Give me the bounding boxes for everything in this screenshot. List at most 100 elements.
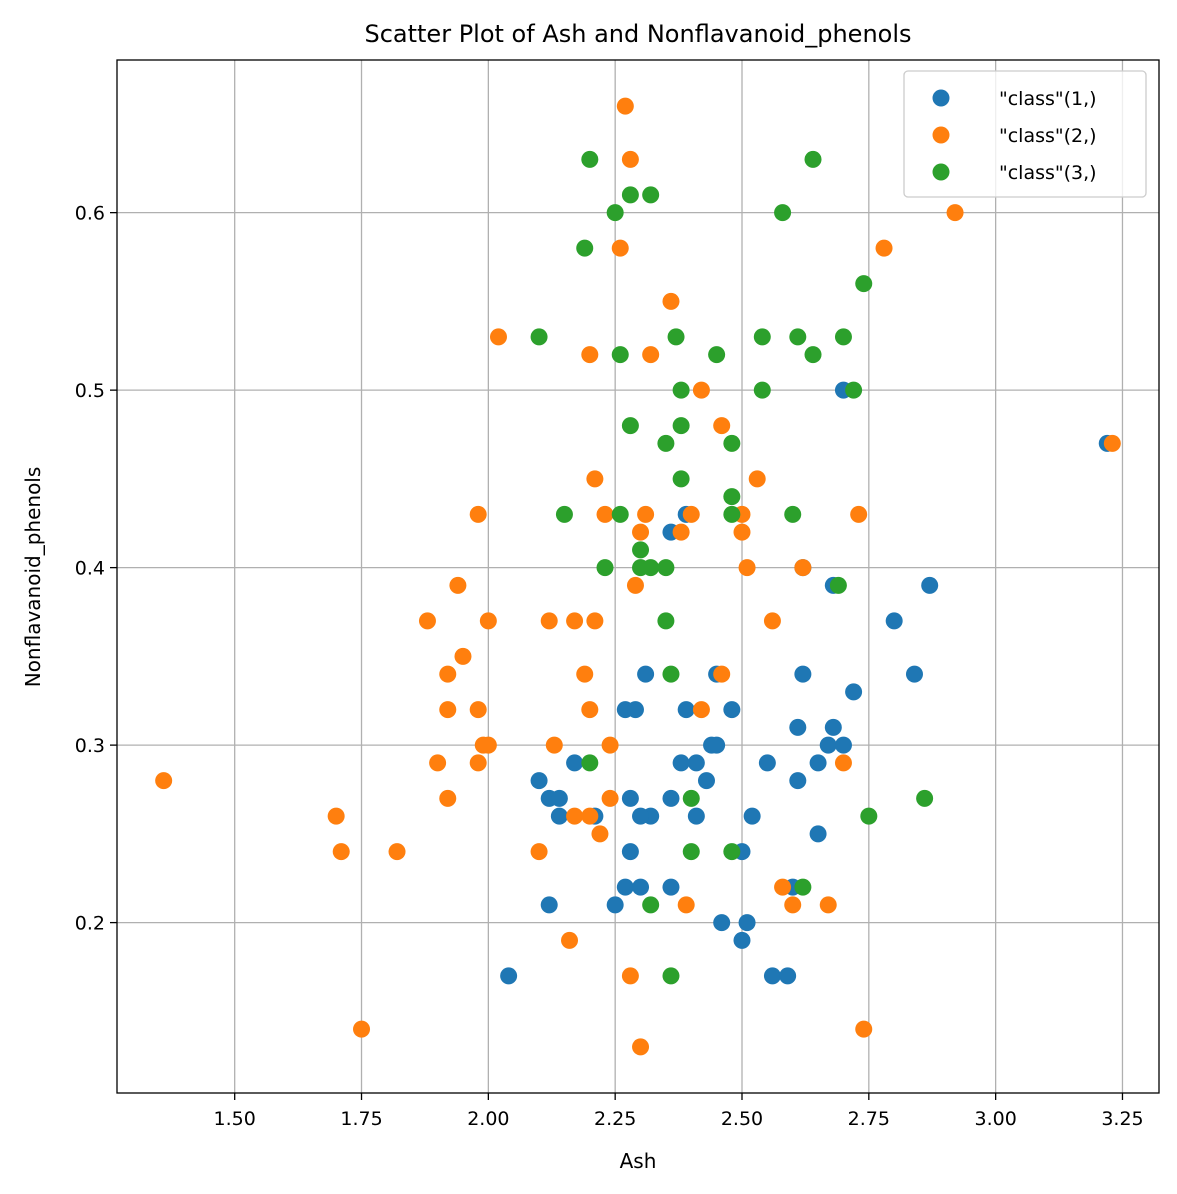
data-point xyxy=(626,576,644,594)
data-point xyxy=(672,754,690,772)
data-point xyxy=(845,381,863,399)
data-point xyxy=(439,665,457,683)
data-point xyxy=(621,843,639,861)
y-tick-label: 0.2 xyxy=(75,913,105,935)
data-point xyxy=(550,789,568,807)
data-point xyxy=(632,541,650,559)
data-point xyxy=(763,612,781,630)
data-point xyxy=(804,150,822,168)
data-point xyxy=(855,275,873,293)
data-point xyxy=(677,896,695,914)
data-point xyxy=(789,718,807,736)
legend-marker xyxy=(932,89,950,107)
data-point xyxy=(784,896,802,914)
data-point xyxy=(794,665,812,683)
data-point xyxy=(611,239,629,257)
data-point xyxy=(418,612,436,630)
data-point xyxy=(581,346,599,364)
data-point xyxy=(708,736,726,754)
legend-label: "class"(2,) xyxy=(999,125,1097,147)
y-tick-label: 0.6 xyxy=(75,203,105,225)
data-point xyxy=(916,789,934,807)
chart-title: Scatter Plot of Ash and Nonflavanoid_phe… xyxy=(364,20,911,48)
x-axis-ticks: 1.50 1.75 2.00 2.25 2.50 2.75 3.00 3.25 xyxy=(214,1093,1144,1130)
data-point xyxy=(601,789,619,807)
data-point xyxy=(819,736,837,754)
data-point xyxy=(561,931,579,949)
y-axis-ticks: 0.2 0.3 0.4 0.5 0.6 xyxy=(75,203,117,935)
data-point xyxy=(855,1020,873,1038)
data-point xyxy=(738,914,756,932)
data-point xyxy=(632,807,650,825)
data-point xyxy=(479,612,497,630)
data-point xyxy=(723,434,741,452)
data-point xyxy=(657,559,675,577)
data-point xyxy=(469,701,487,719)
y-tick-label: 0.4 xyxy=(75,558,105,580)
data-point xyxy=(713,914,731,932)
y-tick-label: 0.3 xyxy=(75,735,105,757)
data-point xyxy=(566,754,584,772)
data-point xyxy=(621,967,639,985)
data-point xyxy=(692,381,710,399)
x-tick-label: 1.50 xyxy=(214,1108,256,1130)
data-point xyxy=(829,576,847,594)
data-point xyxy=(388,843,406,861)
data-point xyxy=(723,488,741,506)
data-point xyxy=(576,665,594,683)
data-points xyxy=(155,97,1121,1056)
data-point xyxy=(713,665,731,683)
x-axis-title: Ash xyxy=(620,1149,657,1173)
data-point xyxy=(845,683,863,701)
data-point xyxy=(723,701,741,719)
data-point xyxy=(596,559,614,577)
data-point xyxy=(748,470,766,488)
plot-frame xyxy=(116,59,1160,1094)
data-point xyxy=(667,328,685,346)
data-point xyxy=(632,523,650,541)
data-point xyxy=(479,736,497,754)
data-point xyxy=(697,772,715,790)
series-2 xyxy=(155,97,1121,1056)
data-point xyxy=(662,665,680,683)
x-tick-label: 2.25 xyxy=(594,1108,636,1130)
data-point xyxy=(789,772,807,790)
data-point xyxy=(657,434,675,452)
data-point xyxy=(626,701,644,719)
data-point xyxy=(566,807,584,825)
data-point xyxy=(642,346,660,364)
data-point xyxy=(469,505,487,523)
data-point xyxy=(682,789,700,807)
legend-label: "class"(3,) xyxy=(999,162,1097,184)
data-point xyxy=(591,825,609,843)
data-point xyxy=(850,505,868,523)
data-point xyxy=(657,612,675,630)
x-tick-label: 2.00 xyxy=(467,1108,509,1130)
data-point xyxy=(500,967,518,985)
data-point xyxy=(692,701,710,719)
data-point xyxy=(682,505,700,523)
data-point xyxy=(733,931,751,949)
data-point xyxy=(758,754,776,772)
data-point xyxy=(809,825,827,843)
data-point xyxy=(327,807,345,825)
data-point xyxy=(489,328,507,346)
data-point xyxy=(637,505,655,523)
data-point xyxy=(682,843,700,861)
data-point xyxy=(621,150,639,168)
data-point xyxy=(581,807,599,825)
data-point xyxy=(469,754,487,772)
data-point xyxy=(672,417,690,435)
data-point xyxy=(723,505,741,523)
data-point xyxy=(439,701,457,719)
legend-label: "class"(1,) xyxy=(999,88,1097,110)
data-point xyxy=(540,612,558,630)
legend-marker xyxy=(932,163,950,181)
data-point xyxy=(530,772,548,790)
data-point xyxy=(449,576,467,594)
data-point xyxy=(632,1038,650,1056)
data-point xyxy=(794,878,812,896)
data-point xyxy=(621,186,639,204)
data-point xyxy=(576,239,594,257)
data-point xyxy=(439,789,457,807)
